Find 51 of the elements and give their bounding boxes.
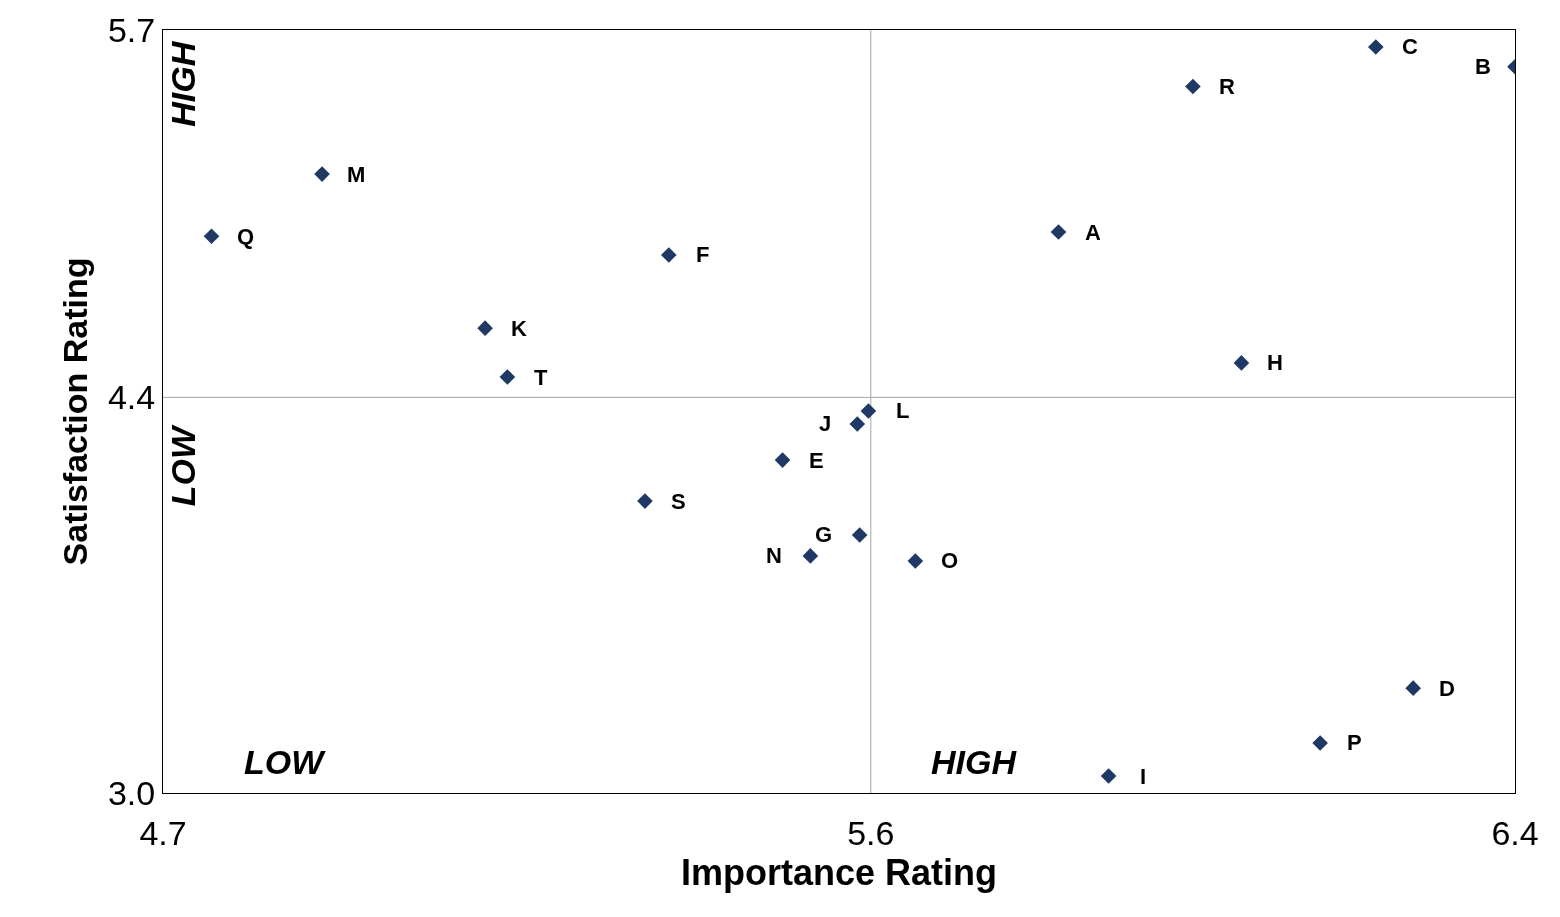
point bbox=[661, 247, 677, 263]
point bbox=[203, 228, 220, 245]
annotation: C bbox=[1402, 34, 1418, 59]
annotation: T bbox=[534, 365, 548, 390]
annotation: E bbox=[809, 448, 824, 473]
annotation: H bbox=[1267, 350, 1283, 375]
point bbox=[774, 452, 791, 468]
point bbox=[1312, 735, 1328, 751]
point bbox=[1100, 768, 1117, 784]
annotation: S bbox=[671, 489, 686, 514]
y-axis-title: Satisfaction Rating bbox=[55, 257, 94, 566]
annotation: L bbox=[896, 398, 910, 423]
annotation: R bbox=[1219, 74, 1235, 99]
x-axis-title: Importance Rating bbox=[680, 851, 998, 893]
point bbox=[314, 166, 330, 182]
annotation: N bbox=[766, 543, 782, 568]
annotation: Q bbox=[237, 224, 255, 249]
y-tick-label: 5.7 bbox=[107, 10, 156, 49]
point bbox=[851, 527, 868, 543]
point bbox=[637, 493, 653, 509]
annotation: A bbox=[1085, 220, 1101, 245]
point bbox=[499, 369, 516, 385]
point bbox=[477, 320, 493, 336]
annotation: G bbox=[815, 522, 833, 547]
point bbox=[802, 548, 819, 564]
x-tick-label: 4.7 bbox=[139, 813, 187, 852]
x-tick-label: 6.4 bbox=[1491, 813, 1539, 852]
point bbox=[907, 553, 924, 569]
annotation: J bbox=[819, 411, 832, 436]
point bbox=[1405, 680, 1421, 696]
annotation: K bbox=[511, 316, 527, 341]
point bbox=[860, 403, 877, 419]
annotation: HIGH bbox=[931, 743, 1018, 781]
y-tick-label: 3.0 bbox=[107, 773, 156, 812]
point bbox=[1233, 355, 1250, 371]
annotation: B bbox=[1475, 54, 1491, 79]
annotation: LOW bbox=[164, 423, 203, 507]
point bbox=[1050, 224, 1067, 240]
point bbox=[849, 416, 866, 432]
annotation: O bbox=[941, 548, 959, 573]
annotation: F bbox=[696, 242, 710, 267]
annotation: I bbox=[1140, 764, 1147, 789]
x-tick-label: 5.6 bbox=[847, 813, 895, 852]
annotation: P bbox=[1347, 730, 1362, 755]
annotation: LOW bbox=[244, 743, 327, 781]
annotation: HIGH bbox=[163, 40, 202, 127]
annotation: M bbox=[347, 162, 366, 187]
annotation: D bbox=[1439, 676, 1455, 701]
y-tick-label: 4.4 bbox=[107, 378, 156, 417]
point bbox=[1185, 78, 1201, 95]
point bbox=[1368, 39, 1384, 55]
